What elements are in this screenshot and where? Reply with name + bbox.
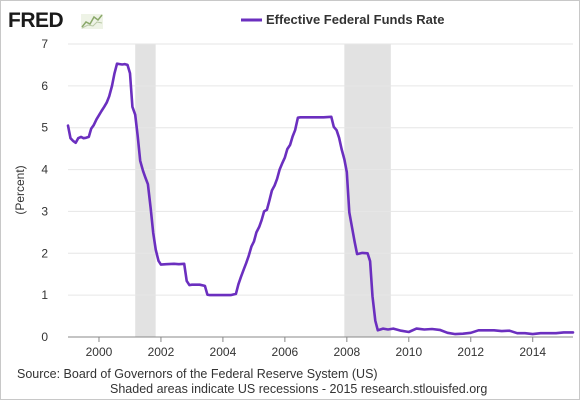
x-tick-label: 2012 xyxy=(457,345,484,359)
y-tick-label: 1 xyxy=(41,288,48,302)
legend: Effective Federal Funds Rate xyxy=(241,12,444,27)
x-axis: 2000 2002 2004 2006 2008 2010 2012 2014 xyxy=(86,337,546,359)
y-tick-label: 5 xyxy=(41,121,48,135)
fred-logo-text: FRED xyxy=(8,9,64,32)
recession-band-1 xyxy=(135,44,156,337)
y-axis: 0 1 2 3 4 5 6 7 xyxy=(41,37,48,344)
legend-label: Effective Federal Funds Rate xyxy=(266,12,444,27)
recession-band-2 xyxy=(344,44,391,337)
x-tick-label: 2008 xyxy=(333,345,360,359)
x-tick-label: 2000 xyxy=(86,345,113,359)
series-line-fed-funds-rate xyxy=(66,62,575,336)
x-tick-label: 2002 xyxy=(148,345,175,359)
y-tick-label: 6 xyxy=(41,79,48,93)
y-axis-label: (Percent) xyxy=(13,165,27,214)
y-tick-label: 4 xyxy=(41,163,48,177)
recession-bands xyxy=(135,44,391,337)
x-tick-label: 2004 xyxy=(210,345,237,359)
source-line-2: Shaded areas indicate US recessions - 20… xyxy=(110,382,487,396)
source-line-1: Source: Board of Governors of the Federa… xyxy=(17,367,378,381)
x-tick-label: 2014 xyxy=(519,345,546,359)
y-tick-label: 2 xyxy=(41,246,48,260)
y-tick-label: 0 xyxy=(41,330,48,344)
y-tick-label: 3 xyxy=(41,204,48,218)
fred-logo[interactable]: FRED xyxy=(8,9,103,32)
series-lines xyxy=(66,62,575,336)
y-tick-label: 7 xyxy=(41,37,48,51)
x-tick-label: 2010 xyxy=(395,345,422,359)
line-chart-icon xyxy=(81,14,103,29)
x-tick-label: 2006 xyxy=(272,345,299,359)
